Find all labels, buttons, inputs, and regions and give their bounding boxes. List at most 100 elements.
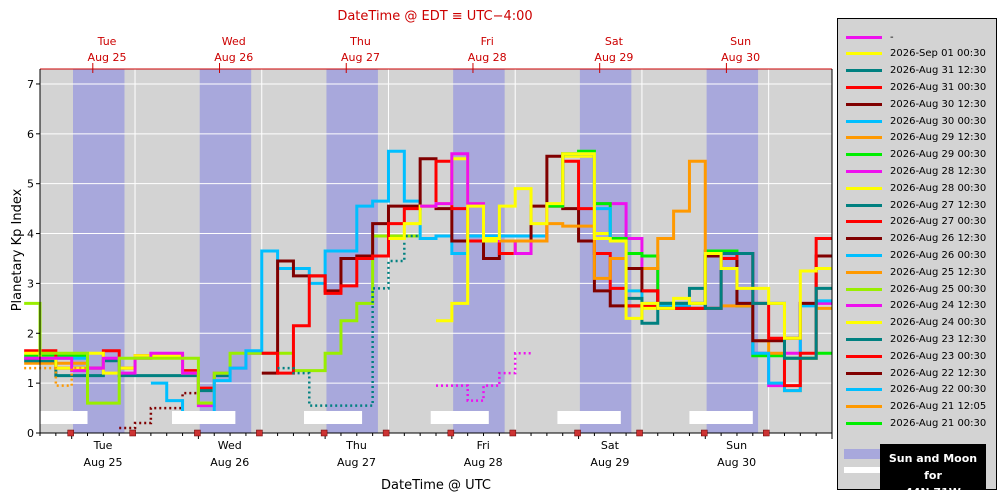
legend-item: 2026-Aug 28 00:30 [846, 180, 986, 196]
legend-item: 2026-Aug 31 00:30 [846, 79, 986, 95]
moon-marker [636, 429, 643, 437]
legend-item: 2026-Sep 01 00:30 [846, 46, 986, 62]
y-tick-label: 1 [27, 377, 34, 390]
bottom-date-label: Aug 27 [337, 456, 376, 469]
legend-swatch [846, 270, 882, 274]
bottom-day-label: Sat [601, 439, 620, 452]
legend-swatch [846, 203, 882, 207]
legend-label: 2026-Aug 21 00:30 [890, 417, 987, 429]
legend-item: 2026-Aug 21 00:30 [846, 415, 986, 431]
series-line [119, 391, 199, 430]
legend-swatch [846, 421, 882, 425]
legend-swatch [846, 371, 882, 375]
moon-marker [447, 429, 455, 437]
legend-swatch [846, 69, 882, 73]
legend-label: 2026-Aug 23 12:30 [890, 333, 987, 345]
moon-marker [701, 429, 708, 437]
legend-label: 2026-Aug 22 12:30 [890, 367, 987, 379]
series-line [436, 351, 532, 402]
top-date-label: Aug 29 [594, 51, 633, 64]
moon-bar [40, 411, 88, 424]
series-line [626, 251, 832, 360]
legend-swatch [846, 287, 882, 291]
moon-bar [557, 411, 621, 424]
bottom-date-label: Aug 25 [84, 456, 123, 469]
bottom-date-label: Aug 30 [717, 456, 756, 469]
y-tick-label: 5 [27, 178, 34, 191]
legend-label: 2026-Aug 23 00:30 [890, 350, 987, 362]
moon-marker [763, 429, 770, 437]
legend-label: 2026-Aug 24 00:30 [890, 317, 987, 329]
legend-item: 2026-Aug 22 12:30 [846, 365, 986, 381]
sun-moon-badge: Sun and Moon for 44N 71W [880, 444, 986, 499]
legend-item: 2026-Aug 24 12:30 [846, 298, 986, 314]
legend-swatch [846, 253, 882, 257]
series-layer [24, 149, 832, 430]
moon-marker [129, 429, 136, 437]
badge-line1: Sun and Moon for [888, 452, 978, 482]
top-date-label: Aug 26 [214, 51, 253, 64]
legend-sun-swatch [844, 449, 880, 459]
legend-swatch [846, 337, 882, 341]
axes: 0 1 2 3 4 5 6 7 Tue Aug 25 Wed Aug 26 Thu Aug 27 Fri Au… [27, 35, 833, 469]
y-tick-label: 6 [27, 128, 34, 141]
legend-item: 2026-Aug 23 00:30 [846, 348, 986, 364]
top-day-label: Thu [349, 35, 371, 48]
series-line [150, 149, 547, 418]
bottom-day-label: Tue [93, 439, 113, 452]
legend-swatch [846, 119, 882, 123]
legend-label: 2026-Aug 27 12:30 [890, 199, 987, 211]
legend-swatch [846, 35, 882, 39]
legend-item: 2026-Aug 27 00:30 [846, 214, 986, 230]
bottom-day-label: Wed [218, 439, 242, 452]
legend-item: 2026-Aug 25 12:30 [846, 264, 986, 280]
bottom-date-label: Aug 28 [464, 456, 503, 469]
legend-swatch [846, 102, 882, 106]
moon-bars [40, 411, 753, 424]
y-tick-label: 0 [27, 427, 34, 440]
legend-label: 2026-Aug 29 12:30 [890, 132, 987, 144]
legend-label: 2026-Aug 29 00:30 [890, 149, 987, 161]
legend-moon-swatch [844, 467, 880, 473]
moon-marker [509, 429, 517, 437]
legend-swatch [846, 169, 882, 173]
legend-label: 2026-Aug 31 00:30 [890, 81, 987, 93]
top-day-label: Wed [222, 35, 246, 48]
bottom-day-label: Fri [477, 439, 490, 452]
top-day-label: Fri [481, 35, 494, 48]
legend-item: 2026-Aug 21 12:05 [846, 399, 986, 415]
legend-swatch [846, 220, 882, 224]
legend-swatch [846, 153, 882, 157]
legend-swatch [846, 304, 882, 308]
legend-item: 2026-Aug 31 12:30 [846, 63, 986, 79]
bottom-day-label: Thu [345, 439, 367, 452]
moon-marker [574, 429, 581, 437]
legend-item: 2026-Aug 30 12:30 [846, 96, 986, 112]
y-tick-label: 2 [27, 327, 34, 340]
legend-label: 2026-Aug 26 12:30 [890, 233, 987, 245]
legend-item: - [846, 29, 894, 45]
legend-item: 2026-Aug 25 00:30 [846, 281, 986, 297]
legend-swatch [846, 405, 882, 409]
top-day-label: Sat [605, 35, 624, 48]
legend-label: 2026-Aug 30 12:30 [890, 98, 987, 110]
legend-swatch [846, 85, 882, 89]
top-date-label: Aug 28 [468, 51, 507, 64]
moon-bar [304, 411, 363, 424]
chart-title: DateTime @ EDT ≡ UTC−4:00 [337, 9, 532, 24]
legend-label: 2026-Aug 21 12:05 [890, 401, 987, 413]
bottom-date-label: Aug 29 [590, 456, 629, 469]
legend-item: 2026-Aug 29 00:30 [846, 147, 986, 163]
legend-label: - [890, 31, 894, 43]
night-band [199, 69, 252, 433]
moon-bar [689, 411, 753, 424]
moon-marker [320, 429, 328, 437]
top-date-label: Aug 30 [721, 51, 760, 64]
legend-item: 2026-Aug 28 12:30 [846, 163, 986, 179]
legend-swatch [846, 237, 882, 241]
plot-area [40, 69, 832, 433]
legend-swatch [846, 388, 882, 392]
legend-item: 2026-Aug 24 00:30 [846, 315, 986, 331]
moon-marker [194, 429, 201, 437]
legend-swatch [846, 136, 882, 140]
